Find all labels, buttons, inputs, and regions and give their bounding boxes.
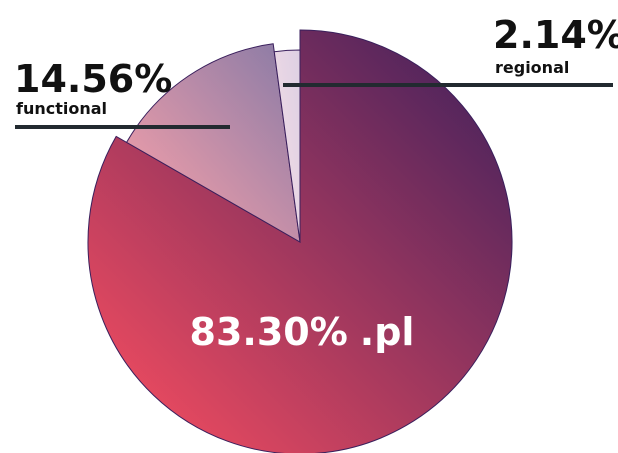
slice-label: .pl bbox=[360, 310, 415, 354]
slice-label: functional bbox=[16, 99, 107, 118]
slice-value-label: 2.14% bbox=[493, 13, 618, 57]
pie-slice bbox=[273, 49, 301, 243]
slices bbox=[87, 29, 513, 453]
slice-value-label: 14.56% bbox=[14, 57, 172, 101]
slice-label: regional bbox=[495, 58, 569, 77]
slice-value-label: 83.30% bbox=[190, 310, 348, 354]
pie-slice bbox=[125, 43, 301, 243]
center-label: 83.30% .pl bbox=[190, 310, 415, 354]
pie-slice bbox=[87, 29, 513, 453]
